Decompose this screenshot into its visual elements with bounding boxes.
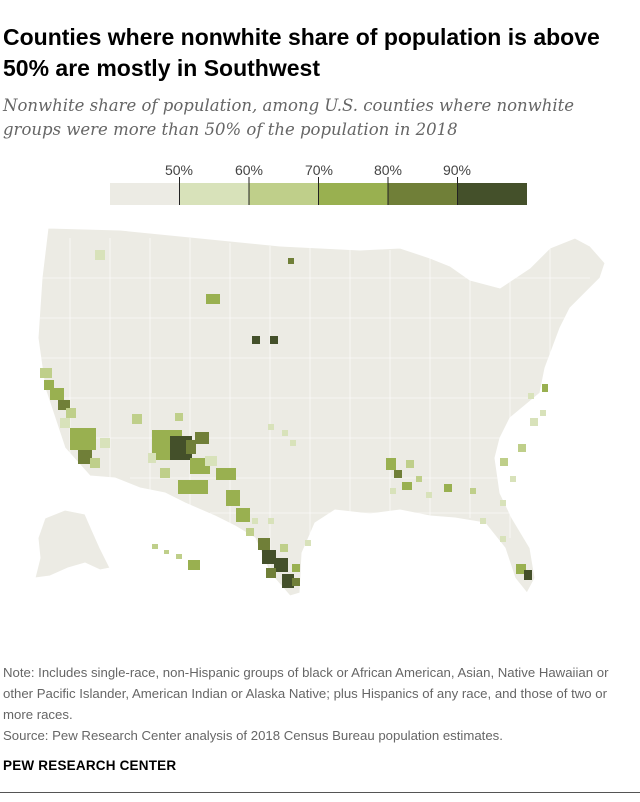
county-patch: [148, 453, 156, 463]
county-patch: [100, 438, 110, 448]
county-patch: [236, 508, 250, 522]
map-svg: [34, 227, 606, 597]
county-patch: [510, 476, 516, 482]
legend-swatch-1: [179, 183, 249, 205]
county-patch: [470, 488, 476, 494]
county-patch: [252, 336, 260, 344]
county-patch: [500, 458, 508, 466]
county-patch: [406, 460, 414, 468]
county-patch: [178, 480, 208, 494]
county-patch: [282, 574, 294, 588]
county-patch: [132, 414, 142, 424]
legend-tick-60: 60%: [235, 162, 263, 178]
county-patch: [216, 468, 236, 480]
county-patch: [480, 518, 486, 524]
county-patch: [280, 544, 288, 552]
legend-swatch-5: [457, 183, 527, 205]
county-patch: [268, 518, 274, 524]
legend-swatch-4: [388, 183, 458, 205]
legend-swatch-2: [249, 183, 319, 205]
county-patch: [70, 428, 96, 450]
source-line: Source: Pew Research Center analysis of …: [3, 728, 503, 743]
county-patch: [252, 518, 258, 524]
county-patch: [195, 432, 209, 444]
county-patch: [394, 470, 402, 478]
county-patch: [60, 418, 70, 428]
county-patch: [262, 550, 276, 564]
county-patch: [270, 336, 278, 344]
county-patch: [206, 294, 220, 304]
bottom-rule: [0, 792, 640, 793]
county-patch: [258, 538, 270, 550]
county-patch: [78, 450, 92, 464]
county-patch: [266, 568, 276, 578]
county-patch: [288, 258, 294, 264]
county-patch: [444, 484, 452, 492]
legend-tick-80: 80%: [374, 162, 402, 178]
county-patch: [50, 388, 64, 400]
legend-swatch-3: [318, 183, 388, 205]
county-patch: [40, 368, 52, 378]
county-patch: [390, 488, 396, 494]
county-patch: [305, 540, 311, 546]
county-patch: [518, 444, 526, 452]
county-patch: [524, 570, 532, 580]
county-patch: [386, 458, 396, 470]
legend-tick-90: 90%: [443, 162, 471, 178]
county-patch: [290, 440, 296, 446]
county-patch: [186, 440, 196, 454]
county-patch: [292, 578, 300, 586]
county-patch: [542, 384, 548, 392]
legend-tick-50: 50%: [165, 162, 193, 178]
county-patch: [426, 492, 432, 498]
county-patch: [175, 413, 183, 421]
county-patch: [292, 564, 300, 572]
color-legend: 50% 60% 70% 80% 90%: [100, 155, 540, 215]
county-patch: [205, 456, 217, 466]
county-patch: [160, 468, 170, 478]
county-patch: [402, 482, 412, 490]
chart-subtitle: Nonwhite share of population, among U.S.…: [3, 96, 575, 139]
county-patch: [58, 400, 70, 410]
county-patch: [66, 408, 76, 418]
county-patch: [282, 430, 288, 436]
county-patch: [274, 558, 288, 572]
county-patch: [500, 500, 506, 506]
us-county-map: [30, 218, 630, 610]
alaska-shape: [34, 509, 111, 579]
county-patch: [44, 380, 54, 390]
county-patch: [90, 458, 100, 468]
hawaii-shape: [152, 544, 200, 570]
county-patch: [268, 424, 274, 430]
county-patch: [530, 418, 538, 426]
county-patch: [540, 410, 546, 416]
county-patch: [416, 476, 422, 482]
legend-svg: 50% 60% 70% 80% 90%: [110, 162, 527, 205]
contiguous-us-shape: [37, 227, 606, 597]
county-patch: [226, 490, 240, 506]
legend-swatch-0: [110, 183, 180, 205]
brand-logo-text: PEW RESEARCH CENTER: [3, 758, 177, 773]
county-patch: [528, 393, 534, 399]
county-patch: [500, 536, 506, 542]
chart-title: Counties where nonwhite share of populat…: [3, 24, 600, 81]
county-patch: [95, 250, 105, 260]
footnote: Note: Includes single-race, non-Hispanic…: [3, 665, 609, 722]
legend-tick-70: 70%: [305, 162, 333, 178]
county-patch: [246, 528, 254, 536]
county-patch: [516, 564, 526, 574]
